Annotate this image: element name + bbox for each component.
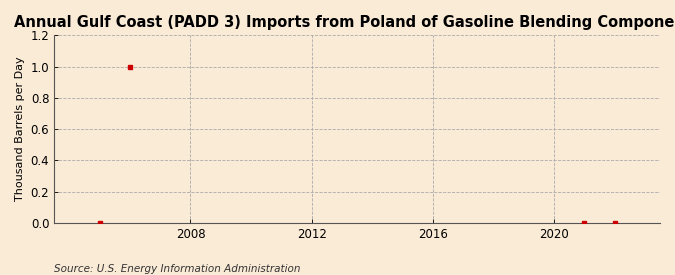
Text: Source: U.S. Energy Information Administration: Source: U.S. Energy Information Administ… bbox=[54, 264, 300, 274]
Title: Annual Gulf Coast (PADD 3) Imports from Poland of Gasoline Blending Components: Annual Gulf Coast (PADD 3) Imports from … bbox=[14, 15, 675, 30]
Y-axis label: Thousand Barrels per Day: Thousand Barrels per Day bbox=[15, 57, 25, 201]
